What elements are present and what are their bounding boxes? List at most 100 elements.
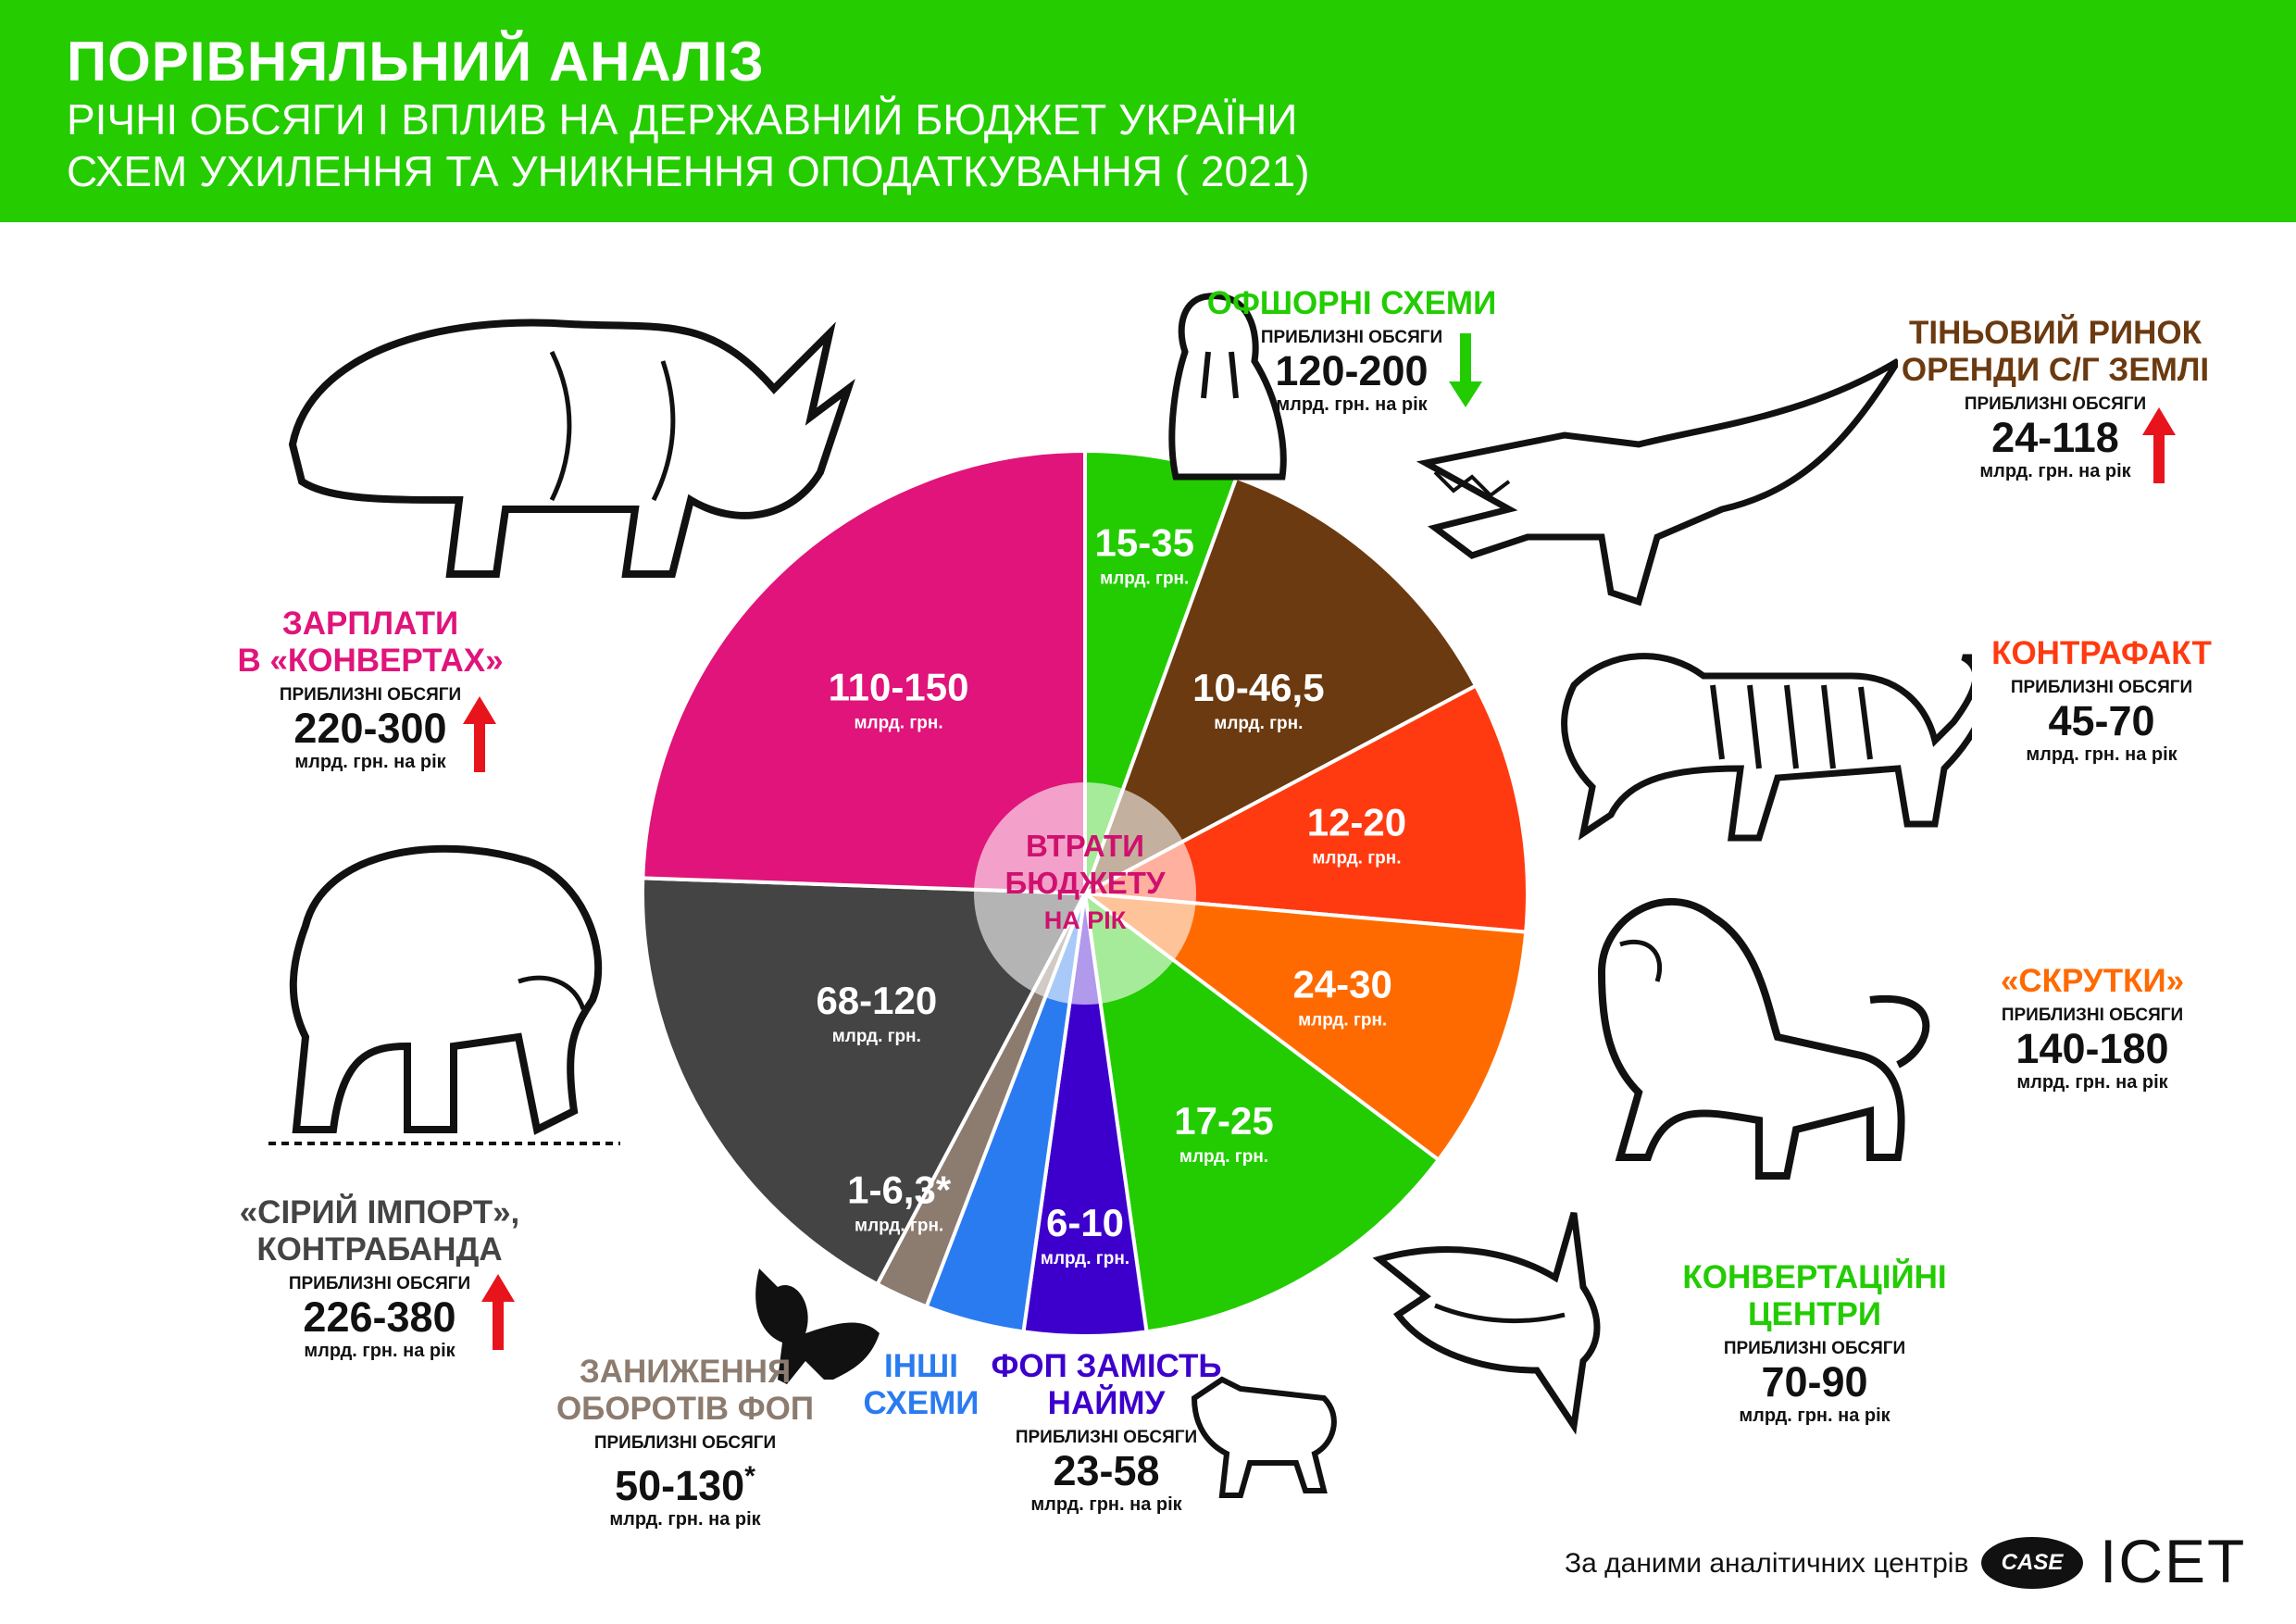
callout-salary-value: 220-300: [293, 705, 447, 752]
slice-unit-label: млрд. грн.: [1298, 1010, 1387, 1030]
bear-icon: [268, 844, 620, 1145]
slice-unit-label: млрд. грн.: [854, 713, 942, 732]
slice-value-label: 68-120: [816, 979, 937, 1022]
slice-unit-label: млрд. грн.: [1312, 849, 1401, 868]
page-subtitle-line1: РІЧНІ ОБСЯГИ І ВПЛИВ НА ДЕРЖАВНИЙ БЮДЖЕТ…: [67, 95, 1298, 144]
slice-unit-label: млрд. грн.: [832, 1027, 921, 1046]
lion-icon: [1597, 897, 1930, 1180]
pie-slices: [641, 448, 1529, 1339]
slice-value-label: 12-20: [1307, 801, 1406, 844]
callout-conversion-value: 70-90: [1761, 1358, 1868, 1405]
callout-offshore-unit: млрд. грн. на рік: [1276, 394, 1428, 415]
callout-gray-import-unit: млрд. грн. на рік: [304, 1341, 455, 1361]
callout-salary-sub: ПРИБЛИЗНІ ОБСЯГИ: [279, 685, 462, 705]
svg-text:БЮДЖЕТУ: БЮДЖЕТУ: [1005, 866, 1166, 900]
callout-offshore-name: ОФШОРНІ СХЕМИ: [1206, 285, 1497, 321]
pie-slice-labels: 15-35 млрд. грн. 10-46,5 млрд. грн. 12-20 млр…: [816, 521, 1406, 1268]
slice-unit-label: млрд. грн.: [1179, 1147, 1268, 1167]
callout-conversion-unit: млрд. грн. на рік: [1739, 1405, 1890, 1426]
slice-unit-label: млрд. грн.: [855, 1216, 943, 1235]
slice-value-label: 1-6,3*: [847, 1168, 952, 1211]
callout-twists-name: «СКРУТКИ»: [2000, 963, 2185, 999]
rhino-icon: [288, 319, 855, 578]
callout-counterfeit-value: 45-70: [2048, 697, 2155, 744]
callout-salary: ЗАРПЛАТИ В «КОНВЕРТАХ» ПРИБЛИЗНІ ОБСЯГИ …: [204, 606, 537, 773]
slice-value-label: 110-150: [829, 665, 969, 708]
callout-fop-hire-name: ФОП ЗАМІСТЬ НАЙМУ: [991, 1348, 1222, 1421]
callout-counterfeit-sub: ПРИБЛИЗНІ ОБСЯГИ: [2010, 678, 2193, 697]
pie-slice: [1079, 891, 1529, 1163]
page-title: ПОРІВНЯЛЬНИЙ АНАЛІЗ: [67, 31, 765, 93]
callout-twists-unit: млрд. грн. на рік: [2016, 1072, 2168, 1093]
callout-fop-hire-value: 23-58: [1053, 1447, 1160, 1494]
callout-fop-hire-sub: ПРИБЛИЗНІ ОБСЯГИ: [1015, 1428, 1198, 1447]
center-disc: ВТРАТИ БЮДЖЕТУ НА РІК: [974, 782, 1196, 1005]
shark-icon: [1372, 1212, 1601, 1435]
callout-offshore-sub: ПРИБЛИЗНІ ОБСЯГИ: [1260, 328, 1443, 347]
callout-land-unit: млрд. грн. на рік: [1979, 461, 2131, 481]
callout-land-name: ТІНЬОВИЙ РИНОК ОРЕНДИ С/Г ЗЕМЛІ: [1901, 315, 2210, 388]
callout-conversion-sub: ПРИБЛИЗНІ ОБСЯГИ: [1723, 1339, 1906, 1358]
callout-fop-hire-unit: млрд. грн. на рік: [1030, 1494, 1182, 1515]
header-banner: ПОРІВНЯЛЬНИЙ АНАЛІЗ РІЧНІ ОБСЯГИ І ВПЛИВ…: [0, 0, 2296, 222]
slice-unit-label: млрд. грн.: [1214, 714, 1303, 733]
slice-value-label: 15-35: [1095, 521, 1194, 565]
callout-salary-unit: млрд. грн. на рік: [294, 752, 446, 772]
callout-fop-turnover: ЗАНИЖЕННЯ ОБОРОТІВ ФОП ПРИБЛИЗНІ ОБСЯГИ …: [528, 1354, 842, 1530]
case-logo: CASE: [1981, 1537, 2083, 1589]
callout-offshore-value: 120-200: [1275, 347, 1429, 394]
pie-slice: [641, 876, 1089, 1287]
slice-unit-label: млрд. грн.: [1100, 569, 1189, 589]
center-label-line2: БЮДЖЕТУ: [1005, 866, 1166, 900]
slice-value-label: 6-10: [1046, 1201, 1124, 1244]
slice-value-label: 24-30: [1292, 962, 1391, 1006]
slice-unit-label: млрд. грн.: [1041, 1249, 1129, 1268]
callout-twists-sub: ПРИБЛИЗНІ ОБСЯГИ: [2001, 1006, 2184, 1025]
callout-land: ТІНЬОВИЙ РИНОК ОРЕНДИ С/Г ЗЕМЛІ ПРИБЛИЗН…: [1870, 315, 2240, 482]
svg-text:НА РІК: НА РІК: [1044, 906, 1127, 934]
callout-conversion: КОНВЕРТАЦІЙНІ ЦЕНТРИ ПРИБЛИЗНІ ОБСЯГИ 70…: [1657, 1259, 1972, 1427]
callout-gray-import-name: «СІРИЙ ІМПОРТ», КОНТРАБАНДА: [239, 1194, 520, 1268]
callout-gray-import-value: 226-380: [303, 1293, 456, 1341]
up-arrow-icon: [2142, 407, 2176, 483]
cat-icon: [755, 1268, 880, 1384]
callout-fop-turnover-unit: млрд. грн. на рік: [609, 1509, 761, 1530]
callout-counterfeit-name: КОНТРАФАКТ: [1991, 635, 2212, 671]
callout-fop-turnover-name: ЗАНИЖЕННЯ ОБОРОТІВ ФОП: [555, 1354, 815, 1427]
callout-offshore: ОФШОРНІ СХЕМИ ПРИБЛИЗНІ ОБСЯГИ 120-200 м…: [1194, 285, 1509, 416]
center-label-line1: ВТРАТИ: [1026, 829, 1144, 863]
callout-fop-hire: ФОП ЗАМІСТЬ НАЙМУ ПРИБЛИЗНІ ОБСЯГИ 23-58…: [972, 1348, 1241, 1516]
center-label-line3: НА РІК: [1044, 906, 1127, 934]
pie-slice: [641, 448, 1087, 896]
callout-land-sub: ПРИБЛИЗНІ ОБСЯГИ: [1964, 394, 2147, 414]
icet-logo: ICET: [2100, 1527, 2247, 1595]
walrus-icon: [1168, 293, 1287, 481]
callout-twists: «СКРУТКИ» ПРИБЛИЗНІ ОБСЯГИ 140-180 млрд.…: [1935, 963, 2250, 1093]
up-arrow-icon: [481, 1274, 515, 1350]
source-note: За даними аналітичних центрів: [1565, 1548, 1969, 1579]
callout-other-name: ІНШІ СХЕМИ: [863, 1348, 980, 1421]
callout-counterfeit: КОНТРАФАКТ ПРИБЛИЗНІ ОБСЯГИ 45-70 млрд. …: [1944, 635, 2259, 766]
callout-land-value: 24-118: [1991, 414, 2119, 461]
callout-fop-turnover-value: 50-130: [615, 1462, 745, 1509]
pie-slice: [1082, 889, 1441, 1334]
page-subtitle-line2: СХЕМ УХИЛЕННЯ ТА УНИКНЕННЯ ОПОДАТКУВАННЯ…: [67, 147, 1310, 195]
wolf-icon: [1191, 1376, 1337, 1498]
tiger-icon: [1561, 653, 1972, 842]
pie-slice: [1081, 475, 1479, 898]
callout-twists-value: 140-180: [2015, 1025, 2169, 1072]
down-arrow-icon: [1449, 333, 1482, 407]
up-arrow-icon: [463, 696, 496, 772]
callout-salary-name: ЗАРПЛАТИ В «КОНВЕРТАХ»: [237, 606, 504, 679]
svg-text:ВТРАТИ: ВТРАТИ: [1026, 829, 1144, 863]
callout-counterfeit-unit: млрд. грн. на рік: [2026, 744, 2177, 765]
callout-other: ІНШІ СХЕМИ: [861, 1348, 981, 1422]
crocodile-icon: [1416, 357, 1898, 606]
pie-slice: [1079, 682, 1529, 934]
callout-gray-import-sub: ПРИБЛИЗНІ ОБСЯГИ: [288, 1274, 471, 1293]
callout-gray-import: «СІРИЙ ІМПОРТ», КОНТРАБАНДА ПРИБЛИЗНІ ОБ…: [222, 1194, 537, 1362]
callout-fop-turnover-note: *: [744, 1461, 755, 1492]
callout-conversion-name: КОНВЕРТАЦІЙНІ ЦЕНТРИ: [1682, 1259, 1947, 1332]
slice-value-label: 17-25: [1174, 1099, 1273, 1143]
